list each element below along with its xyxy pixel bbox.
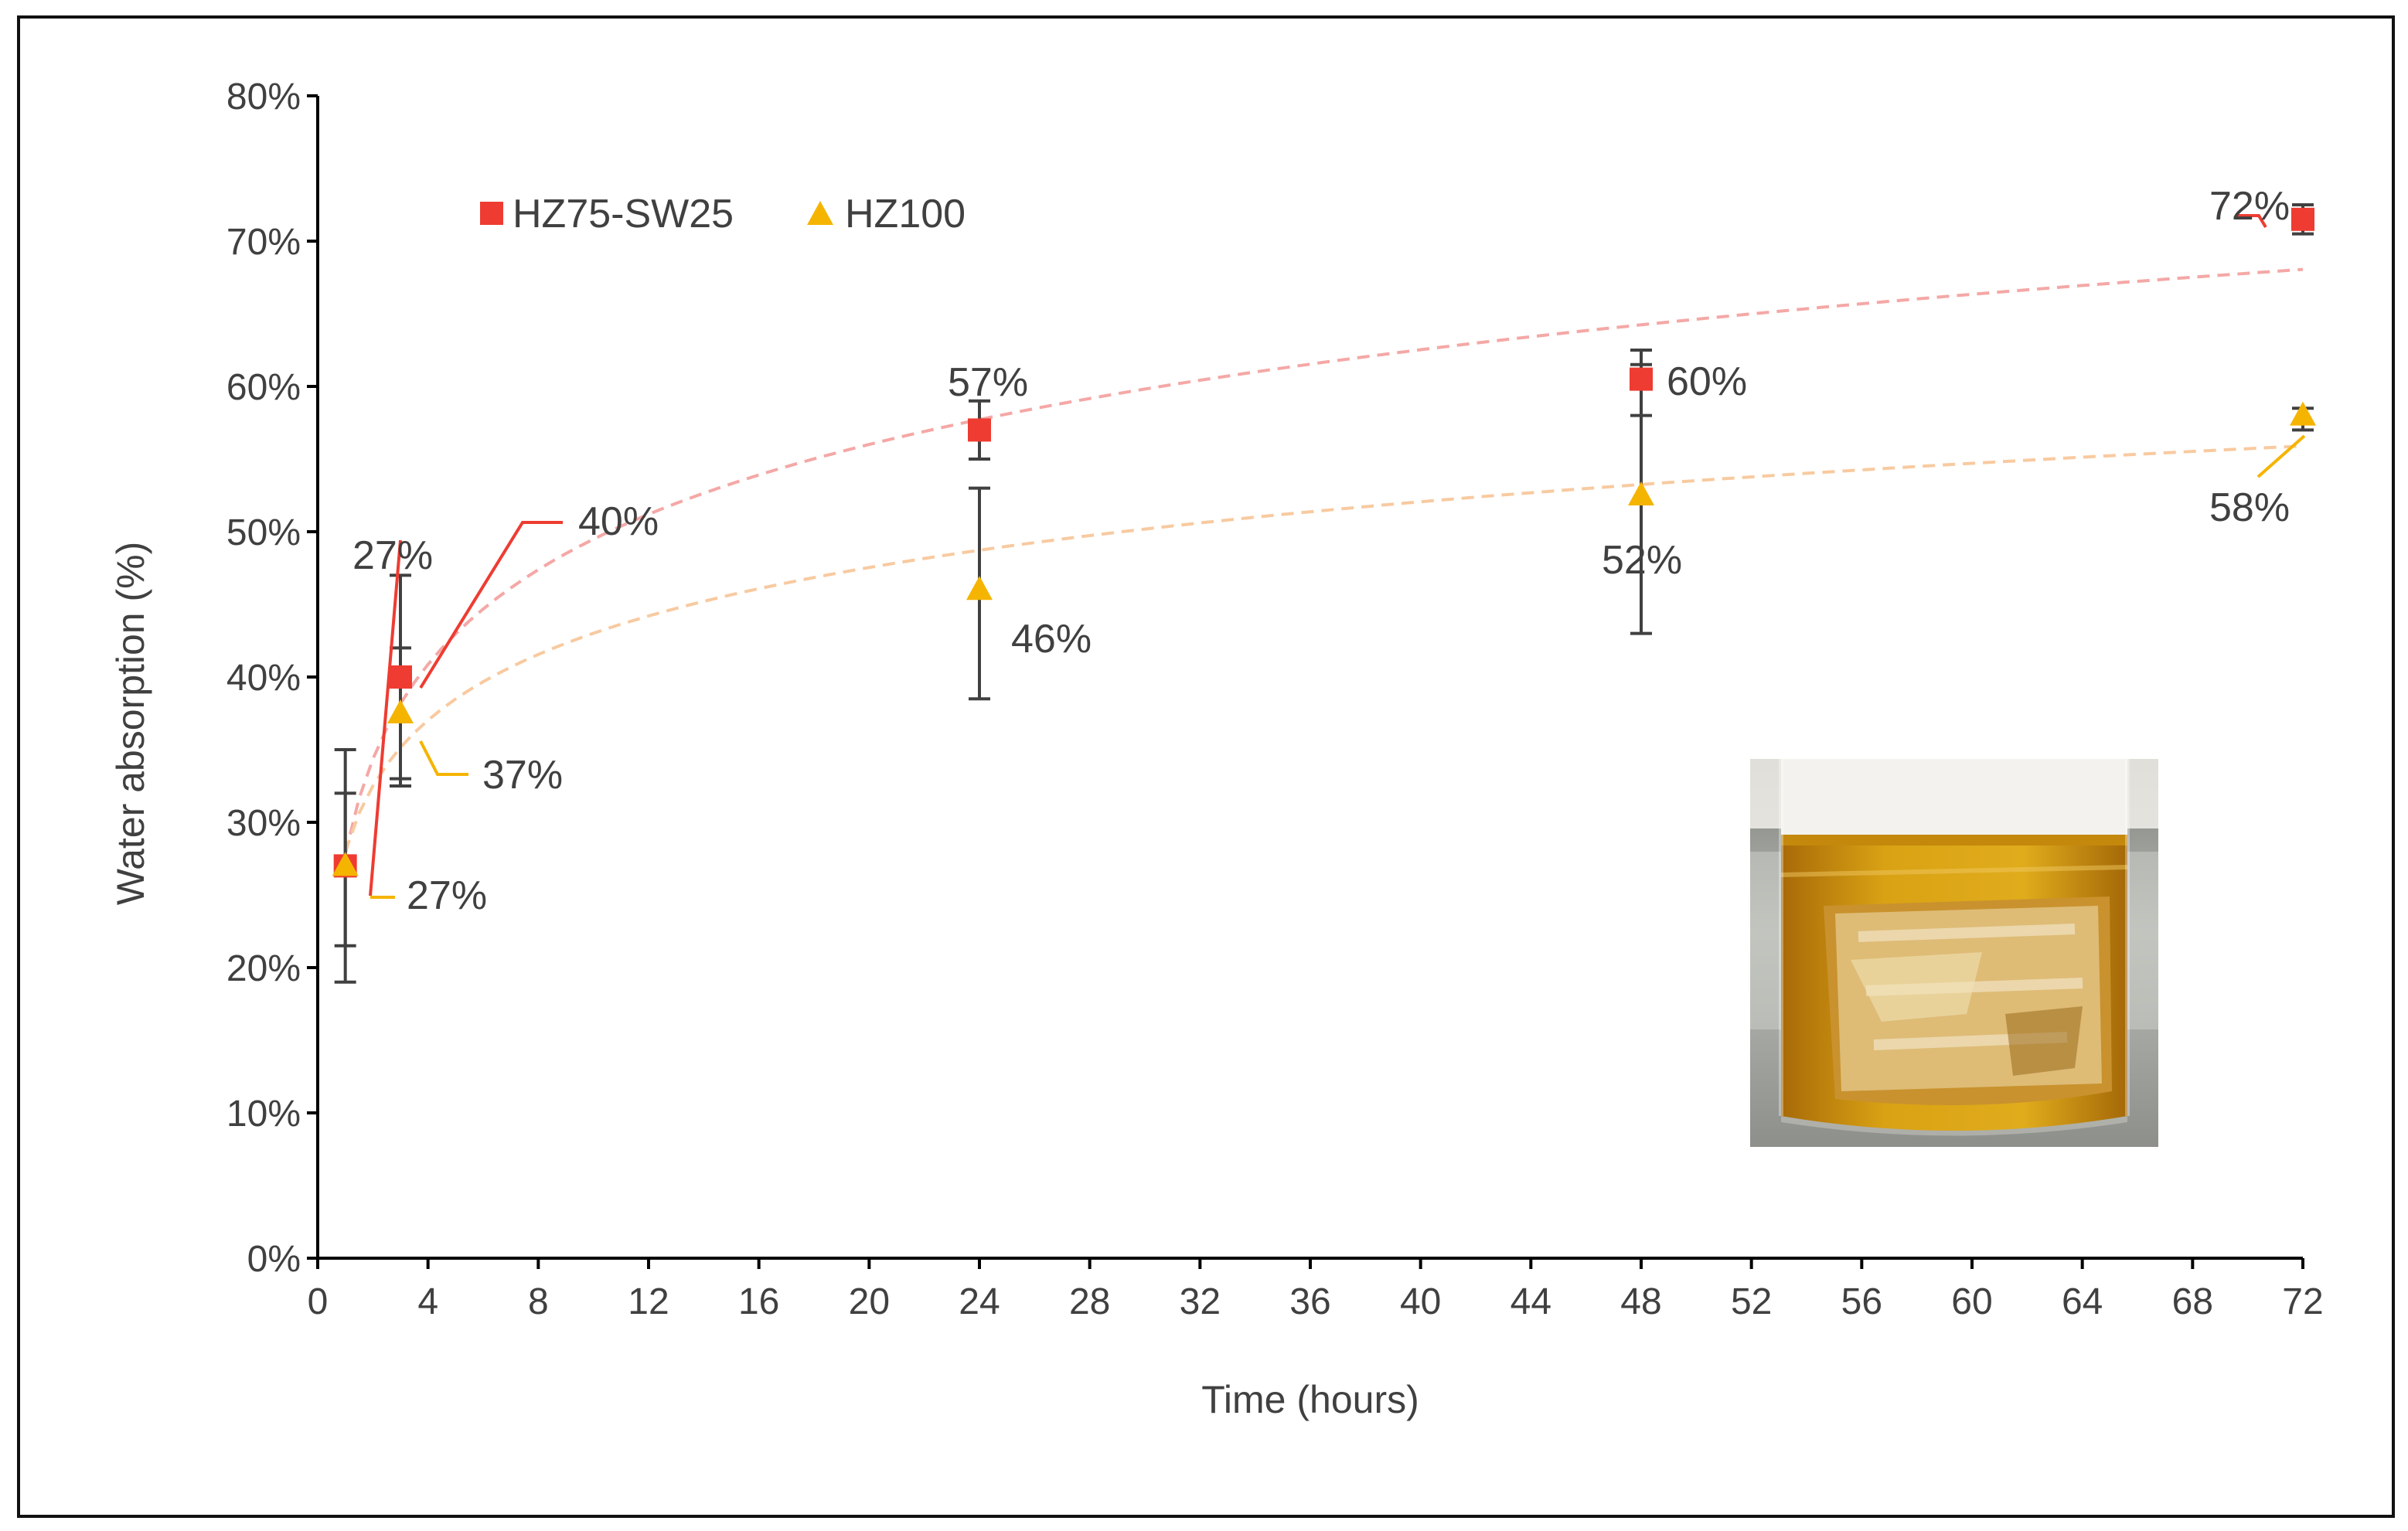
label-leader-line: [369, 539, 402, 896]
x-tick-label: 52: [1731, 1281, 1772, 1322]
x-tick-label: 8: [528, 1281, 549, 1322]
label-leaders: [369, 214, 2306, 899]
y-tick-label: 60%: [226, 367, 301, 408]
x-tick-label: 40: [1400, 1281, 1441, 1322]
data-label: 52%: [1602, 538, 1682, 583]
data-point-hz100: [2290, 401, 2316, 426]
x-tick-label: 24: [959, 1281, 1000, 1322]
x-tick-label: 60: [1951, 1281, 1992, 1322]
legend-marker-hz75-sw25: [480, 202, 503, 225]
label-leader-line: [2256, 434, 2306, 478]
data-point-hz100: [332, 852, 359, 876]
x-tick-label: 72: [2282, 1281, 2323, 1322]
data-point-hz75-sw25: [968, 418, 991, 442]
chart-frame: 0% 10% 20% 30% 40% 50% 60% 70% 80% 0 4 8 12 16 20 24 28 3…: [17, 15, 2395, 1518]
axes: 0%10%20%30%40%50%60%70%80%0 4 8 12 16 20 24 28 3…: [226, 77, 2324, 1322]
x-tick-label: 28: [1069, 1281, 1110, 1322]
data-label: 60%: [1667, 359, 1747, 404]
trendline-0: [343, 267, 2304, 855]
inset-photo-jar: [1750, 759, 2158, 1147]
x-tick-label: 12: [628, 1281, 669, 1322]
x-tick-label: 32: [1180, 1281, 1221, 1322]
data-label: 72%: [2209, 184, 2290, 229]
y-axis-title: Water absorption (%): [109, 542, 152, 906]
y-tick-label: 50%: [226, 512, 301, 553]
label-leader-line: [419, 740, 468, 776]
data-label: 27%: [353, 533, 433, 578]
legend: HZ75-SW25 HZ100: [480, 192, 966, 236]
y-tick-label: 0%: [247, 1239, 301, 1280]
y-tick-label: 70%: [226, 222, 301, 263]
x-tick-label: 44: [1511, 1281, 1551, 1322]
x-tick-label: 4: [417, 1281, 438, 1322]
y-tick-label: 80%: [226, 77, 301, 117]
data-point-hz100: [1628, 481, 1654, 505]
data-label: 57%: [948, 360, 1028, 405]
legend-label-hz100: HZ100: [845, 192, 966, 236]
data-label: 58%: [2209, 485, 2290, 530]
x-axis-title: Time (hours): [1201, 1378, 1419, 1421]
data-markers: [332, 207, 2316, 878]
data-point-hz100: [966, 576, 993, 600]
legend-marker-hz100: [807, 201, 833, 225]
data-label: 40%: [578, 499, 659, 544]
y-tick-label: 20%: [226, 948, 301, 989]
y-tick-label: 40%: [226, 658, 301, 699]
data-labels: 27% 40% 57% 60% 72% 27% 37% 46% 52% 58%: [353, 184, 2290, 918]
data-label: 46%: [1011, 617, 1092, 662]
label-leader-line: [2236, 214, 2267, 229]
data-label: 37%: [482, 753, 563, 798]
data-point-hz75-sw25: [389, 665, 412, 689]
x-tick-label: 56: [1841, 1281, 1882, 1322]
data-label: 27%: [407, 873, 487, 918]
y-tick-label: 30%: [226, 803, 301, 844]
label-leader-line: [419, 521, 563, 689]
trendlines: [343, 267, 2304, 855]
y-tick-label: 10%: [226, 1094, 301, 1135]
legend-label-hz75-sw25: HZ75-SW25: [513, 192, 734, 236]
data-point-hz100: [387, 699, 414, 723]
data-point-hz75-sw25: [1630, 367, 1653, 391]
x-tick-label: 0: [308, 1281, 329, 1322]
x-tick-label: 48: [1620, 1281, 1661, 1322]
data-point-hz75-sw25: [2291, 207, 2314, 231]
x-tick-label: 68: [2172, 1281, 2213, 1322]
water-absorption-chart: 0%10%20%30%40%50%60%70%80%0 4 8 12 16 20 24 28 3…: [109, 77, 2324, 1421]
trendline-1: [343, 444, 2304, 852]
x-tick-label: 36: [1289, 1281, 1330, 1322]
x-tick-label: 64: [2062, 1281, 2103, 1322]
x-tick-label: 20: [849, 1281, 890, 1322]
x-tick-label: 16: [738, 1281, 779, 1322]
